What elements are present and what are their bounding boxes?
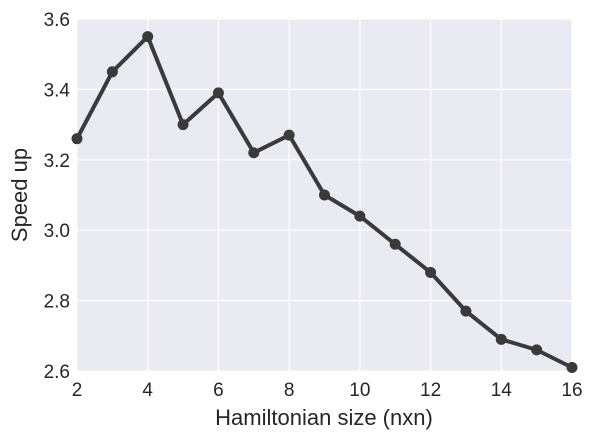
grid-lines	[76, 18, 573, 372]
data-point	[566, 361, 578, 373]
data-point	[495, 333, 507, 345]
x-axis-label: Hamiltonian size (nxn)	[215, 405, 433, 430]
x-tick-label: 8	[284, 380, 295, 401]
y-axis-label: Speed up	[7, 148, 32, 242]
series-layer	[71, 31, 578, 373]
data-point	[389, 238, 401, 250]
data-point	[354, 210, 366, 222]
data-point	[248, 147, 260, 159]
y-tick-label: 3.6	[44, 10, 70, 31]
data-point	[71, 133, 83, 145]
x-tick-label: 14	[491, 380, 513, 401]
x-tick-label: 6	[213, 380, 224, 401]
data-point	[212, 87, 224, 99]
y-tick-label: 2.8	[44, 292, 70, 313]
data-point	[177, 119, 189, 131]
y-tick-label: 3.0	[44, 221, 70, 242]
x-tick-label: 16	[561, 380, 582, 401]
data-point	[319, 189, 330, 201]
data-point	[460, 305, 472, 317]
data-point	[425, 266, 437, 278]
y-tick-label: 3.4	[44, 80, 71, 101]
tick-labels: 2 4 6 8 10 12 14 16 2.6 2.8 3.0 3.2 3.4 3.6	[44, 10, 583, 401]
data-point	[531, 344, 543, 356]
y-tick-label: 2.6	[44, 362, 70, 383]
data-point	[283, 129, 295, 141]
data-point	[106, 66, 118, 78]
y-tick-label: 3.2	[44, 151, 70, 172]
data-point	[142, 31, 154, 43]
x-tick-label: 4	[142, 380, 153, 401]
x-tick-label: 10	[349, 380, 370, 401]
x-tick-label: 2	[72, 380, 83, 401]
x-tick-label: 12	[420, 380, 441, 401]
